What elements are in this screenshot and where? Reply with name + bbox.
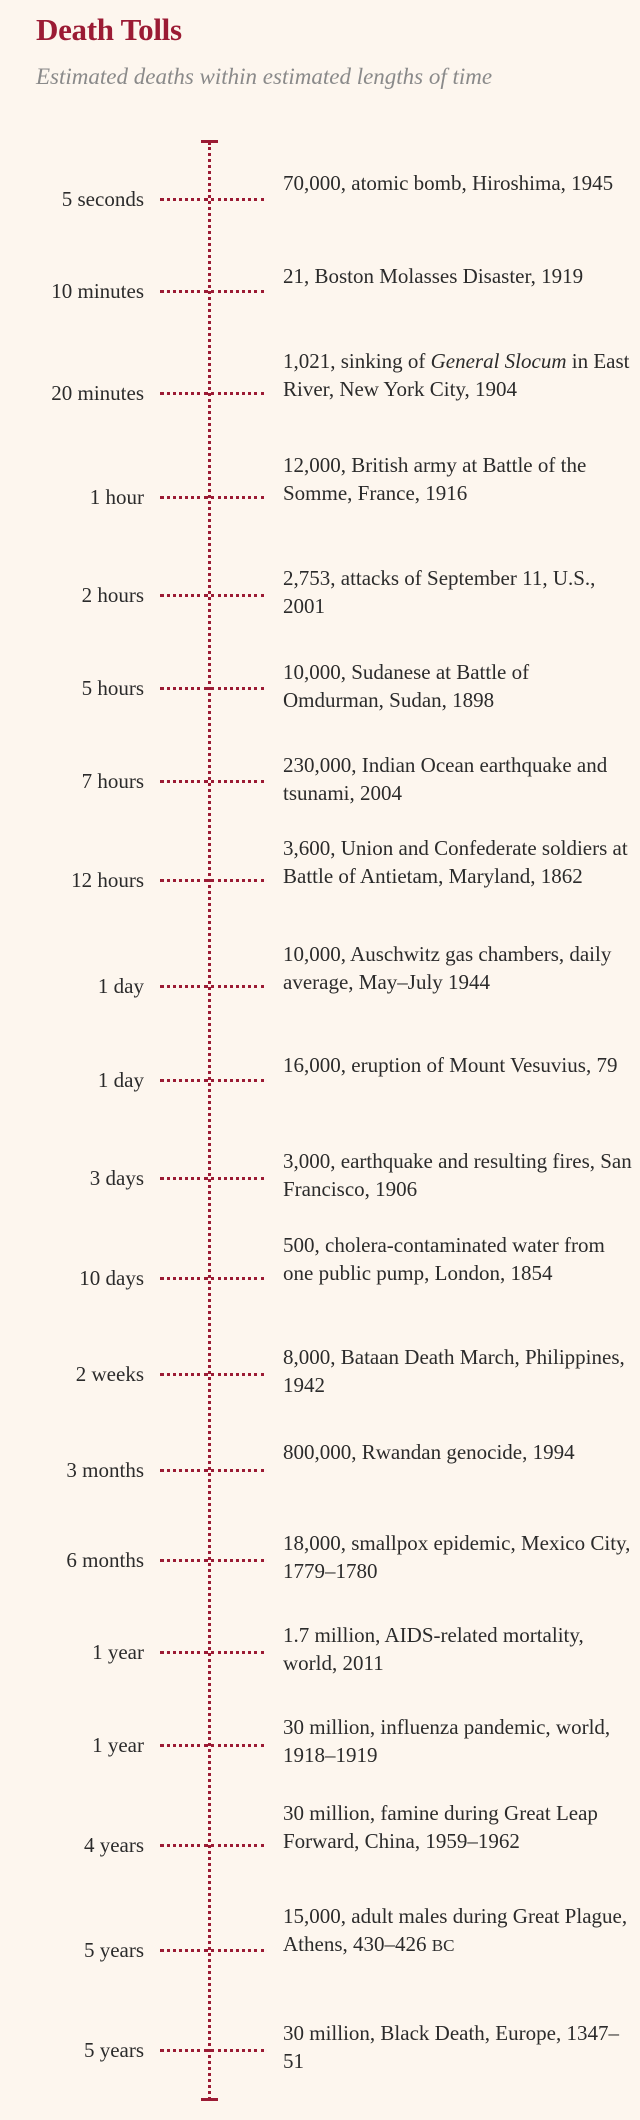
axis-bottom-cap <box>201 2098 218 2101</box>
event-description: 70,000, atomic bomb, Hiroshima, 1945 <box>283 171 614 195</box>
event-description: 15,000, adult males during Great Plague,… <box>283 1904 628 1956</box>
timeline-axis <box>208 142 211 2100</box>
dotted-leader-left <box>160 780 208 783</box>
duration-label: 7 hours <box>81 769 144 793</box>
dotted-leader-right <box>211 985 264 988</box>
dotted-leader-right <box>211 594 264 597</box>
event-description: 12,000, British army at Battle of the So… <box>283 453 587 505</box>
duration-label: 5 years <box>83 2038 144 2062</box>
dotted-leader-right <box>211 687 264 690</box>
duration-label: 1 day <box>97 1068 144 1092</box>
event-description: 30 million, influenza pandemic, world, 1… <box>283 1715 611 1767</box>
dotted-leader-left <box>160 594 208 597</box>
page-subtitle: Estimated deaths within estimated length… <box>36 64 493 89</box>
dotted-leader-left <box>160 1744 208 1747</box>
event-description: 10,000, Sudanese at Battle of Omdurman, … <box>283 660 530 712</box>
event-description: 30 million, famine during Great Leap For… <box>283 1801 598 1853</box>
duration-label: 1 day <box>97 974 144 998</box>
dotted-leader-right <box>211 1949 264 1952</box>
dotted-leader-right <box>211 392 264 395</box>
event-description: 800,000, Rwandan genocide, 1994 <box>283 1440 575 1464</box>
dotted-leader-left <box>160 1079 208 1082</box>
dotted-leader-right <box>211 1744 264 1747</box>
dotted-leader-right <box>211 1277 264 1280</box>
dotted-leader-left <box>160 1559 208 1562</box>
page-title: Death Tolls <box>36 12 182 47</box>
duration-label: 3 months <box>66 1458 144 1482</box>
dotted-leader-left <box>160 1469 208 1472</box>
duration-label: 10 minutes <box>51 279 144 303</box>
dotted-leader-right <box>211 1177 264 1180</box>
event-description: 8,000, Bataan Death March, Philippines, … <box>283 1345 625 1397</box>
duration-label: 1 hour <box>89 485 144 509</box>
duration-label: 4 years <box>83 1833 144 1857</box>
event-description: 18,000, smallpox epidemic, Mexico City, … <box>283 1531 631 1583</box>
dotted-leader-right <box>211 1469 264 1472</box>
dotted-leader-left <box>160 1844 208 1847</box>
dotted-leader-left <box>160 879 208 882</box>
axis-top-cap <box>201 140 218 143</box>
dotted-leader-left <box>160 1949 208 1952</box>
event-description: 2,753, attacks of September 11, U.S., 20… <box>283 566 596 618</box>
event-description: 3,000, earthquake and resulting fires, S… <box>283 1149 632 1201</box>
duration-label: 20 minutes <box>51 381 144 405</box>
duration-label: 1 year <box>92 1640 144 1664</box>
dotted-leader-right <box>211 1079 264 1082</box>
duration-label: 5 years <box>83 1938 144 1962</box>
dotted-leader-right <box>211 879 264 882</box>
dotted-leader-right <box>211 1844 264 1847</box>
event-description: 230,000, Indian Ocean earthquake and tsu… <box>283 753 608 805</box>
event-description: 1.7 million, AIDS-related mortality, wor… <box>283 1623 584 1675</box>
duration-label: 2 weeks <box>75 1362 144 1386</box>
duration-label: 3 days <box>89 1166 144 1190</box>
duration-label: 6 months <box>66 1548 144 1572</box>
dotted-leader-right <box>211 1559 264 1562</box>
dotted-leader-left <box>160 985 208 988</box>
duration-label: 10 days <box>79 1266 144 1290</box>
duration-label: 2 hours <box>81 583 144 607</box>
event-description: 21, Boston Molasses Disaster, 1919 <box>283 264 584 288</box>
dotted-leader-right <box>211 1651 264 1654</box>
duration-label: 12 hours <box>71 868 144 892</box>
dotted-leader-left <box>160 2049 208 2052</box>
dotted-leader-left <box>160 392 208 395</box>
event-description: 16,000, eruption of Mount Vesuvius, 79 <box>283 1053 618 1077</box>
dotted-leader-right <box>211 198 264 201</box>
event-description: 30 million, Black Death, Europe, 1347–51 <box>283 2021 619 2073</box>
dotted-leader-right <box>211 780 264 783</box>
dotted-leader-right <box>211 290 264 293</box>
dotted-leader-left <box>160 1651 208 1654</box>
duration-label: 1 year <box>92 1733 144 1757</box>
duration-label: 5 seconds <box>61 187 144 211</box>
dotted-leader-left <box>160 1177 208 1180</box>
dotted-leader-left <box>160 687 208 690</box>
event-description: 3,600, Union and Confederate soldiers at… <box>283 836 628 888</box>
event-description: 1,021, sinking of General Slocum in East… <box>283 349 630 401</box>
dotted-leader-left <box>160 1373 208 1376</box>
dotted-leader-right <box>211 496 264 499</box>
dotted-leader-right <box>211 1373 264 1376</box>
dotted-leader-right <box>211 2049 264 2052</box>
dotted-leader-left <box>160 1277 208 1280</box>
dotted-leader-left <box>160 198 208 201</box>
event-description: 10,000, Auschwitz gas chambers, daily av… <box>283 942 612 994</box>
event-description: 500, cholera-contaminated water from one… <box>283 1233 605 1285</box>
dotted-leader-left <box>160 496 208 499</box>
dotted-leader-left <box>160 290 208 293</box>
duration-label: 5 hours <box>81 676 144 700</box>
